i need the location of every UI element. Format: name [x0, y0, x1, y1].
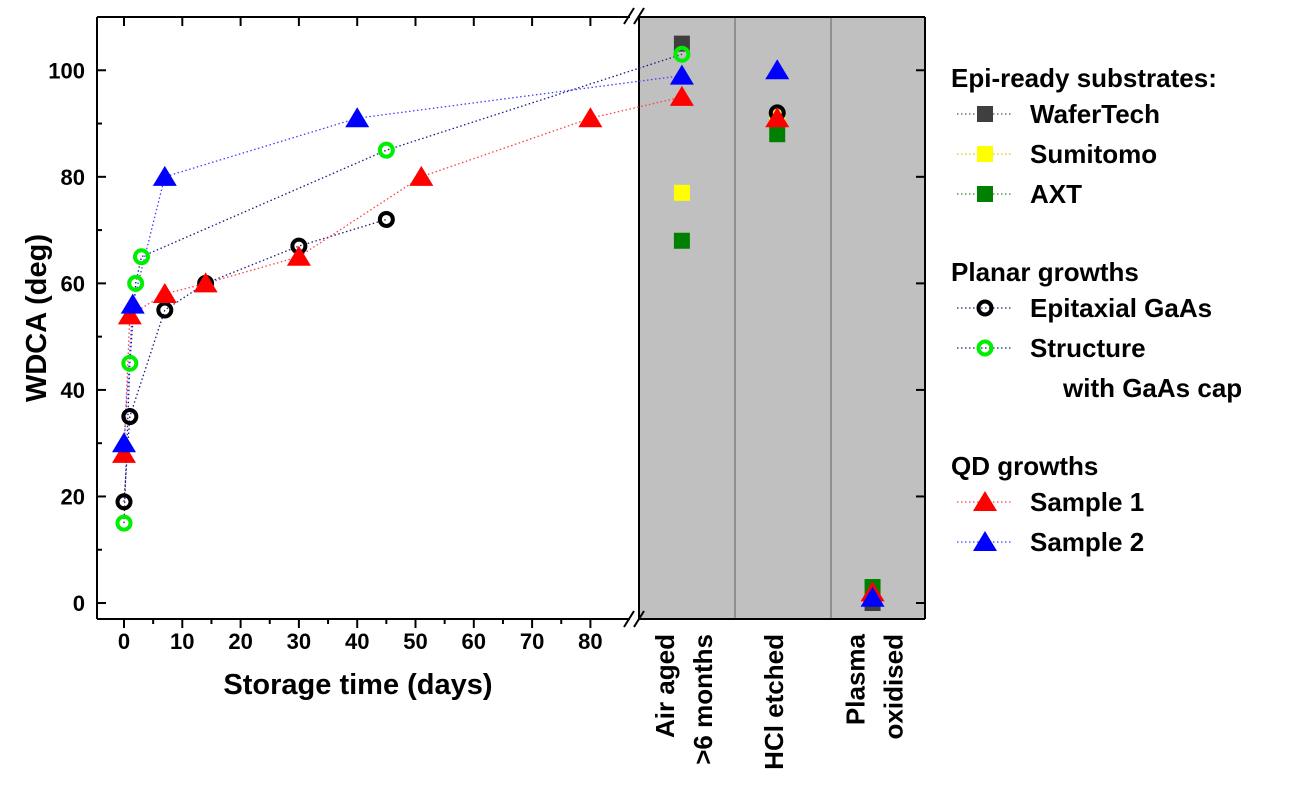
data-markers: [112, 35, 885, 612]
category-label: Air aged: [650, 634, 680, 738]
legend-group-title: Epi-ready substrates:: [951, 63, 1217, 93]
legend-marker-wafertech: [977, 106, 993, 122]
category-label: >6 months: [688, 634, 718, 765]
legend-entry-label: Sample 2: [1030, 527, 1144, 557]
legend-entry-label: Epitaxial GaAs: [1030, 293, 1212, 323]
y-tick-label: 100: [48, 58, 85, 83]
category-point-sample2: [765, 59, 790, 80]
x-tick-label: 70: [520, 629, 544, 654]
legend-entry-label: WaferTech: [1030, 99, 1160, 129]
x-tick-label: 0: [118, 629, 130, 654]
y-axis: 0 20 40 60 80 100: [48, 58, 925, 616]
series-connector-structure: [123, 53, 683, 524]
y-tick-label: 60: [61, 271, 85, 296]
category-point-axt: [769, 126, 786, 143]
category-labels: Air aged >6 months HCl etched Plasma oxidise…: [650, 633, 909, 769]
legend-marker-sumitomo: [977, 146, 993, 162]
y-axis-label: WDCA (deg): [21, 234, 53, 402]
x-tick-label: 80: [578, 629, 602, 654]
x-tick-label: 50: [403, 629, 427, 654]
data-point-structure: [127, 274, 145, 292]
legend-marker-sample1: [973, 491, 997, 511]
legend-marker-epi_gaas: [976, 299, 994, 317]
category-label: HCl etched: [759, 634, 789, 770]
series-connector-epi_gaas: [123, 218, 387, 502]
data-point-sample2: [152, 165, 177, 186]
y-tick-label: 40: [61, 378, 85, 403]
data-point-structure: [377, 141, 395, 159]
category-point-sumitomo: [673, 184, 690, 201]
category-point-axt: [673, 232, 690, 249]
data-point-sample1: [112, 442, 136, 463]
data-point-epi_gaas: [121, 408, 139, 426]
category-point-structure: [673, 45, 691, 63]
legend-entry-label: Structure: [1030, 333, 1146, 363]
y-tick-label: 80: [61, 165, 85, 190]
x-tick-label: 10: [170, 629, 194, 654]
axis-break-bottom: [623, 610, 645, 628]
axis-break-top: [623, 7, 645, 25]
data-point-sample1: [193, 272, 218, 293]
x-axis: 0 10 20 30 40 50 60 70 80: [118, 17, 603, 654]
y-tick-label: 20: [61, 484, 85, 509]
legend-entry-label: AXT: [1030, 179, 1082, 209]
data-point-epi_gaas: [377, 210, 395, 228]
x-tick-label: 60: [462, 629, 486, 654]
legend-marker-structure: [976, 339, 994, 357]
category-label: oxidised: [879, 634, 909, 739]
data-point-sample1: [152, 283, 177, 304]
legend-entry-label: Sample 1: [1030, 487, 1144, 517]
legend-entry-label: Sumitomo: [1030, 139, 1157, 169]
x-tick-label: 40: [345, 629, 369, 654]
data-point-structure: [115, 514, 133, 532]
legend-group-title: QD growths: [951, 451, 1098, 481]
category-point-sample1: [765, 107, 790, 128]
x-tick-label: 20: [228, 629, 252, 654]
data-point-sample2: [112, 432, 136, 453]
legend-marker-sample2: [973, 531, 997, 551]
y-tick-label: 0: [73, 591, 85, 616]
data-point-structure: [132, 248, 150, 266]
data-point-sample1: [409, 165, 434, 186]
series-connector-sample2: [123, 74, 682, 444]
data-point-epi_gaas: [115, 493, 133, 511]
legend: Epi-ready substrates: WaferTech Sumitomo AX…: [951, 63, 1242, 557]
category-point-sample1: [669, 85, 694, 106]
data-point-sample2: [120, 293, 145, 314]
data-point-sample1: [286, 245, 311, 266]
plot-frame: [96, 16, 926, 620]
data-point-epi_gaas: [156, 301, 174, 319]
x-axis-label: Storage time (days): [223, 669, 492, 701]
legend-entry-label: with GaAs cap: [1062, 373, 1242, 403]
category-point-sample2: [669, 64, 694, 85]
data-point-sample1: [117, 304, 142, 325]
data-point-sample2: [345, 107, 370, 128]
data-point-sample1: [578, 107, 603, 128]
data-point-structure: [121, 354, 139, 372]
x-tick-label: 30: [287, 629, 311, 654]
legend-marker-axt: [977, 186, 993, 202]
category-label: Plasma: [841, 633, 871, 725]
category-point-sample2: [860, 586, 885, 607]
legend-group-title: Planar growths: [951, 257, 1139, 287]
